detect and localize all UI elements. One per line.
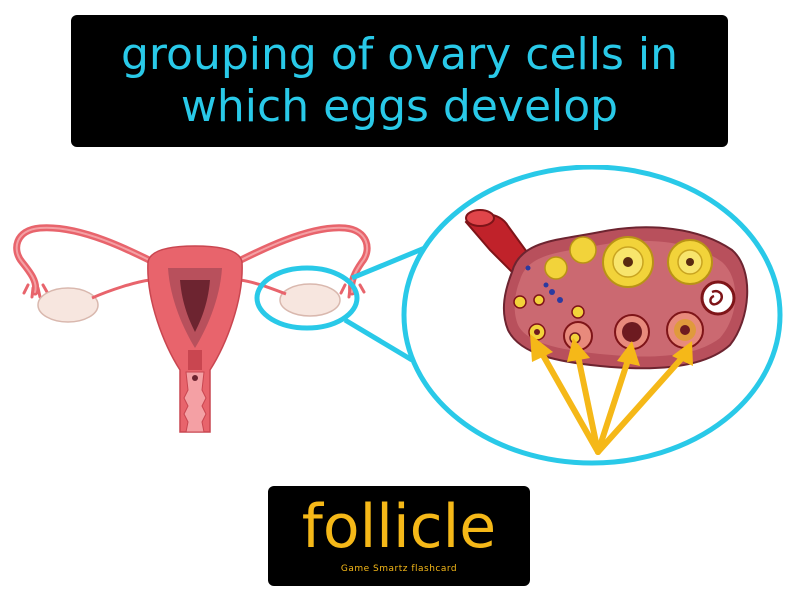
uterus-icon: [13, 224, 371, 433]
ovary-highlight: [254, 265, 360, 331]
definition-text: grouping of ovary cells in which eggs de…: [121, 29, 678, 132]
arrow-icon: [530, 334, 693, 455]
illustration: [13, 165, 783, 466]
ovary-cross-section-icon: [464, 209, 749, 370]
definition-box: grouping of ovary cells in which eggs de…: [71, 15, 728, 147]
credit-text: Game Smartz flashcard: [340, 564, 458, 574]
connector-line-top: [351, 242, 433, 281]
term-word: follicle: [301, 492, 497, 562]
term-box: follicle Game Smartz flashcard: [268, 486, 530, 586]
connector-line-bottom: [343, 317, 414, 363]
